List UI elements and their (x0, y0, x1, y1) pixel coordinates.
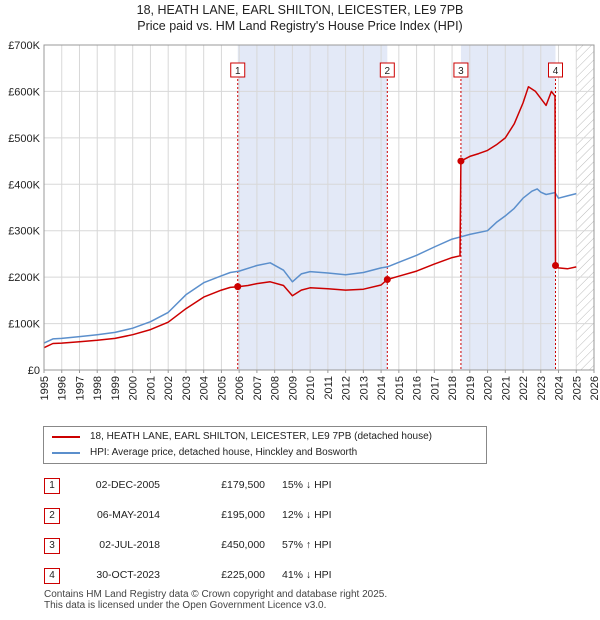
sale-point (234, 283, 242, 291)
x-tick-label: 2016 (412, 376, 424, 400)
x-tick-label: 2010 (305, 376, 317, 400)
sale-hpi-change: 57% ↑ HPI (282, 539, 332, 551)
sale-row: 4 30-OCT-2023 £225,000 41% ↓ HPI (0, 566, 600, 586)
x-tick-label: 2001 (145, 376, 157, 400)
sale-point (552, 262, 559, 270)
x-tick-label: 2002 (163, 376, 175, 400)
sale-row: 2 06-MAY-2014 £195,000 12% ↓ HPI (0, 506, 600, 526)
legend-item-property: 18, HEATH LANE, EARL SHILTON, LEICESTER,… (52, 430, 432, 444)
hpi-line (43, 188, 577, 344)
x-tick-label: 2021 (500, 376, 512, 400)
y-tick-label: £500K (8, 133, 40, 145)
x-tick-label: 2013 (358, 376, 370, 400)
x-tick-label: 2019 (465, 376, 477, 400)
y-tick-label: £400K (8, 179, 40, 191)
price-chart: 1 2 3 4 £0 £100K £200K £300K £400K £500K £600K £70… (8, 40, 600, 400)
x-tick-label: 2014 (376, 376, 388, 400)
legend-label-hpi: HPI: Average price, detached house, Hinc… (90, 447, 358, 458)
x-tick-label: 1997 (74, 376, 86, 400)
x-tick-label: 2024 (554, 376, 566, 400)
sale-point (457, 157, 465, 165)
sale-date: 02-JUL-2018 (99, 539, 160, 551)
x-tick-label: 2015 (394, 376, 406, 400)
x-tick-label: 2023 (536, 376, 548, 400)
legend-swatch-property (52, 436, 80, 438)
sale-number-badge: 4 (44, 568, 60, 584)
x-tick-label: 2018 (447, 376, 459, 400)
sale-label-box (379, 62, 395, 78)
y-tick-label: £100K (8, 319, 40, 331)
x-tick-label: 1995 (39, 376, 51, 400)
x-tick-label: 2006 (234, 376, 246, 400)
sale-label: 1 (235, 66, 241, 77)
shaded-period (460, 45, 556, 370)
footer-licence: This data is licensed under the Open Gov… (44, 600, 327, 611)
shaded-period (237, 45, 388, 370)
x-tick-label: 2004 (199, 376, 211, 400)
chart-title: 18, HEATH LANE, EARL SHILTON, LEICESTER,… (136, 3, 464, 17)
x-tick-label: 2008 (270, 376, 282, 400)
legend-item-hpi: HPI: Average price, detached house, Hinc… (52, 446, 357, 460)
sale-number-badge: 1 (44, 478, 60, 494)
sale-label: 3 (458, 66, 464, 77)
x-tick-label: 2026 (589, 376, 600, 400)
x-tick-label: 1996 (57, 376, 69, 400)
sale-label-box (230, 62, 246, 78)
sale-hpi-change: 15% ↓ HPI (282, 479, 332, 491)
footer-copyright: Contains HM Land Registry data © Crown c… (44, 589, 388, 600)
sale-price: £450,000 (221, 539, 265, 551)
sale-point (383, 275, 391, 283)
legend: 18, HEATH LANE, EARL SHILTON, LEICESTER,… (43, 426, 487, 464)
sale-number-badge: 3 (44, 538, 60, 554)
sale-row: 1 02-DEC-2005 £179,500 15% ↓ HPI (0, 476, 600, 496)
x-tick-label: 1999 (110, 376, 122, 400)
x-tick-label: 2003 (181, 376, 193, 400)
x-tick-label: 2007 (252, 376, 264, 400)
plot-frame (43, 44, 595, 371)
future-hatch-region (576, 45, 594, 370)
sale-hpi-change: 12% ↓ HPI (282, 509, 332, 521)
x-tick-label: 2022 (518, 376, 530, 400)
x-tick-label: 2009 (287, 376, 299, 400)
sale-label-box (453, 62, 469, 78)
y-tick-label: £700K (8, 40, 40, 52)
x-tick-label: 1998 (92, 376, 104, 400)
y-tick-label: £600K (8, 86, 40, 98)
x-tick-label: 2005 (216, 376, 228, 400)
sale-price: £179,500 (221, 479, 265, 491)
chart-subtitle: Price paid vs. HM Land Registry's House … (137, 19, 463, 33)
property-price-line (43, 86, 577, 349)
sale-label: 2 (385, 66, 391, 77)
x-tick-label: 2011 (323, 376, 335, 400)
sale-label: 4 (553, 66, 559, 77)
x-tick-label: 2020 (483, 376, 495, 400)
sale-price: £225,000 (221, 569, 265, 581)
legend-swatch-hpi (52, 452, 80, 454)
sale-label-box (548, 62, 563, 78)
y-tick-label: £0 (28, 365, 40, 377)
x-tick-label: 2000 (128, 376, 140, 400)
sale-number-badge: 2 (44, 508, 60, 524)
sale-date: 06-MAY-2014 (96, 509, 160, 521)
sale-row: 3 02-JUL-2018 £450,000 57% ↑ HPI (0, 536, 600, 556)
x-tick-label: 2025 (571, 376, 583, 400)
sale-date: 30-OCT-2023 (96, 569, 160, 581)
sale-date: 02-DEC-2005 (95, 479, 160, 491)
x-tick-label: 2017 (429, 376, 441, 400)
legend-label-property: 18, HEATH LANE, EARL SHILTON, LEICESTER,… (90, 431, 433, 442)
y-tick-label: £300K (8, 226, 40, 238)
sale-hpi-change: 41% ↓ HPI (282, 569, 332, 581)
sale-price: £195,000 (221, 509, 265, 521)
x-tick-label: 2012 (341, 376, 353, 400)
y-tick-label: £200K (8, 272, 40, 284)
